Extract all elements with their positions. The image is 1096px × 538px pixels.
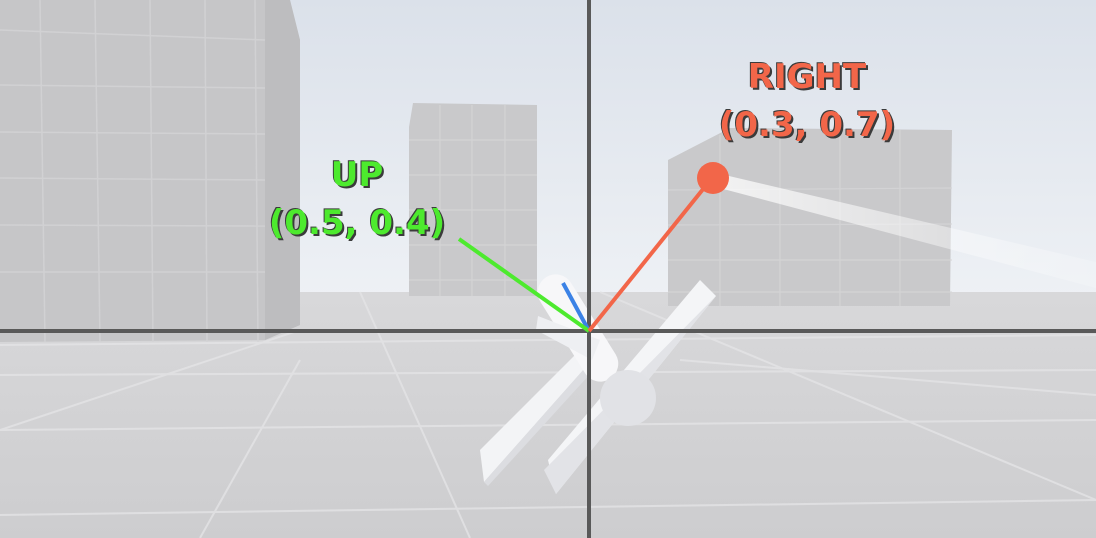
up-vector-label: UP (0.5, 0.4) (232, 151, 482, 247)
building-middle (409, 103, 537, 296)
up-label-value: (0.5, 0.4) (268, 203, 446, 243)
right-label-title: RIGHT (747, 57, 867, 97)
up-vector (457, 237, 591, 333)
building-right (667, 128, 953, 306)
up-label-title: UP (330, 155, 384, 195)
right-vector (587, 176, 714, 333)
right-vector-handle (697, 162, 729, 194)
building-left (0, 0, 300, 343)
forward-vector (561, 282, 591, 332)
light-beam (712, 172, 1096, 288)
right-label-value: (0.3, 0.7) (718, 105, 896, 145)
right-vector-label: RIGHT (0.3, 0.7) (682, 53, 932, 149)
